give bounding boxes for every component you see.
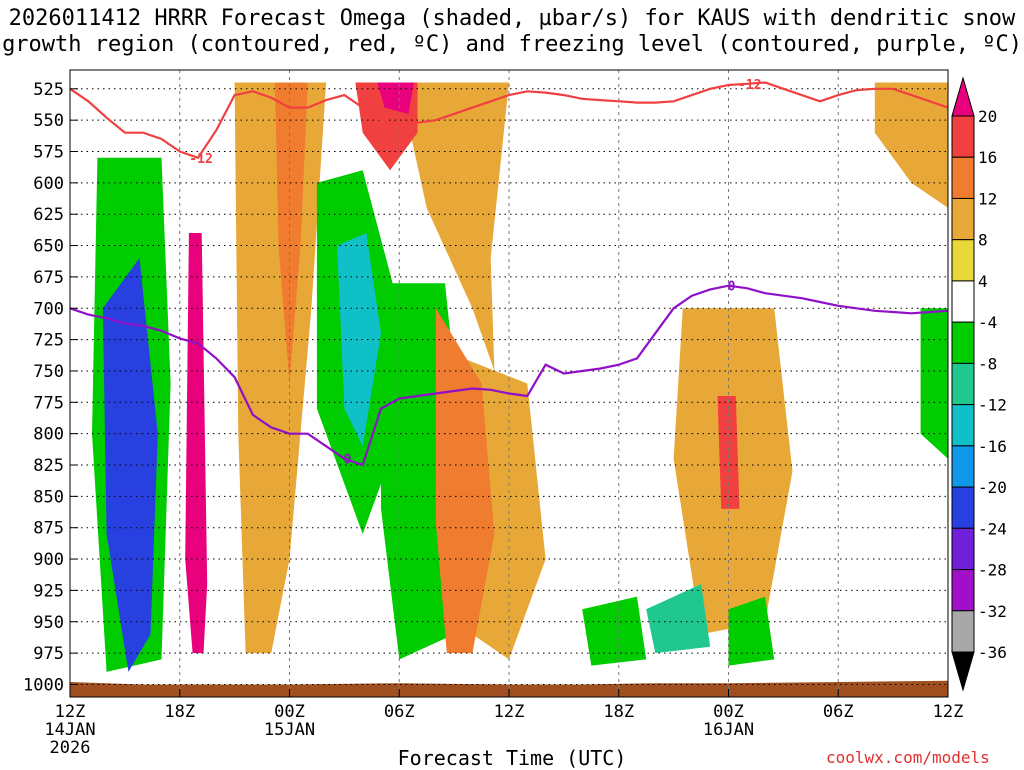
omega-shaded-layer [92,82,948,672]
x-tick-label-36: 00Z [713,702,744,722]
x-tick-label-18: 06Z [384,702,415,722]
x-tick-label-24: 12Z [494,702,525,722]
colorbar-label-5: -4 [978,313,997,332]
y-tick-label-950: 950 [33,613,64,633]
y-tick-label-700: 700 [33,299,64,319]
omega-region-ascent-17z-right [874,82,948,208]
y-tick-label-775: 775 [33,393,64,413]
y-tick-label-625: 625 [33,205,64,225]
colorbar-label-2: 12 [978,189,997,208]
colorbar-label-9: -20 [978,478,1007,497]
y-tick-label-750: 750 [33,362,64,382]
y-tick-label-900: 900 [33,550,64,570]
x-tick-label-42: 06Z [823,702,854,722]
contour-line-0 [70,81,948,160]
x-axis-label: Forecast Time (UTC) [397,746,627,770]
y-tick-label-850: 850 [33,487,64,507]
colorbar-label-13: -36 [978,643,1007,662]
y-tick-label-825: 825 [33,456,64,476]
credit-link[interactable]: coolwx.com/models [826,748,990,767]
omega-region-descent-03z-core [337,233,381,447]
colorbar-bin-6 [951,362,975,406]
colorbar-bin-5 [951,321,975,364]
colorbar-bin-3 [951,239,975,282]
y-tick-label-1000: 1000 [23,675,64,695]
omega-region-descent-13z-deep [102,258,158,672]
colorbar-label-10: -24 [978,519,1007,538]
colorbar-label-3: 8 [978,231,988,250]
colorbar-bin-8 [951,445,975,488]
colorbar-bin-2 [951,197,975,241]
y-axis: 525 550 575 600 625 650 675 700 725 750 775 800 825 8… [23,80,78,695]
y-tick-label-675: 675 [33,268,64,288]
omega-region-descent-21z-16jan-sfc [646,584,711,654]
colorbar-label-0: 20 [978,107,997,126]
omega-region-ascent-column-18z [185,233,208,654]
omega-region-descent-12z-right [920,308,948,459]
omega-region-ascent-07z [399,82,509,371]
colorbar: 20 16 12 8 4 -4 -8 -12 -16 -20 -24 -28 -32 -36 [951,76,1007,692]
colorbar-label-11: -28 [978,561,1007,580]
contour-label-1-15: 0 [343,453,351,468]
colorbar-label-7: -12 [978,396,1007,415]
x-tick-label-30: 18Z [603,702,634,722]
colorbar-bin-12 [951,610,975,653]
colorbar-bin-1 [951,156,975,199]
colorbar-label-8: -16 [978,437,1007,456]
colorbar-bottom-arrow [951,651,975,692]
colorbar-bin-0 [951,115,975,158]
colorbar-bin-10 [951,527,975,571]
x-tick-label-48: 12Z [933,702,964,722]
omega-region-ascent-column-00z-core [274,82,308,384]
contour-label-0-37: -12 [738,78,761,93]
colorbar-label-6: -8 [978,354,997,373]
y-tick-label-600: 600 [33,174,64,194]
contour-layer: -12 -12 -12 0 0 [70,78,948,468]
y-tick-label-550: 550 [33,111,64,131]
y-tick-label-650: 650 [33,237,64,257]
x-tick-date-12: 15JAN [264,720,315,740]
colorbar-bin-7 [951,404,975,447]
omega-region-descent-18z-16jan-sfc [582,596,647,666]
contour-label-1-36: 0 [728,280,736,295]
x-tick-date-0: 14JAN [44,720,95,740]
colorbar-bin-9 [951,486,975,529]
contour-label-0-17: -12 [372,114,395,129]
y-tick-label-525: 525 [33,80,64,100]
omega-region-ascent-03z-top [377,82,414,114]
y-tick-label-875: 875 [33,519,64,539]
contour-label-0-7: -12 [189,152,212,167]
grid-layer [69,70,949,697]
chart-title-line1: 2026011412 HRRR Forecast Omega (shaded, … [8,6,1016,31]
x-tick-date-36: 16JAN [703,720,754,740]
omega-region-ascent-16jan-core [717,396,740,509]
chart-title-line2: growth region (contoured, red, ºC) and f… [2,32,1022,57]
y-tick-label-925: 925 [33,581,64,601]
omega-region-ascent-column-21z [234,82,327,654]
x-tick-label-0: 12Z [55,702,86,722]
contour-line-1 [70,284,948,467]
colorbar-label-1: 16 [978,148,997,167]
omega-region-descent-00z-16jan-sfc [728,596,775,666]
x-tick-year-0: 2026 [50,738,91,758]
colorbar-bin-11 [951,569,975,612]
y-tick-label-800: 800 [33,425,64,445]
colorbar-bin-4 [951,280,975,323]
y-tick-label-575: 575 [33,143,64,163]
x-tick-label-6: 18Z [164,702,195,722]
x-tick-label-12: 00Z [274,702,305,722]
omega-region-ascent-01z-lower [435,308,495,654]
colorbar-label-4: 4 [978,272,988,291]
y-tick-label-975: 975 [33,644,64,664]
colorbar-top-arrow [951,76,975,117]
y-tick-label-725: 725 [33,331,64,351]
colorbar-label-12: -32 [978,602,1007,621]
